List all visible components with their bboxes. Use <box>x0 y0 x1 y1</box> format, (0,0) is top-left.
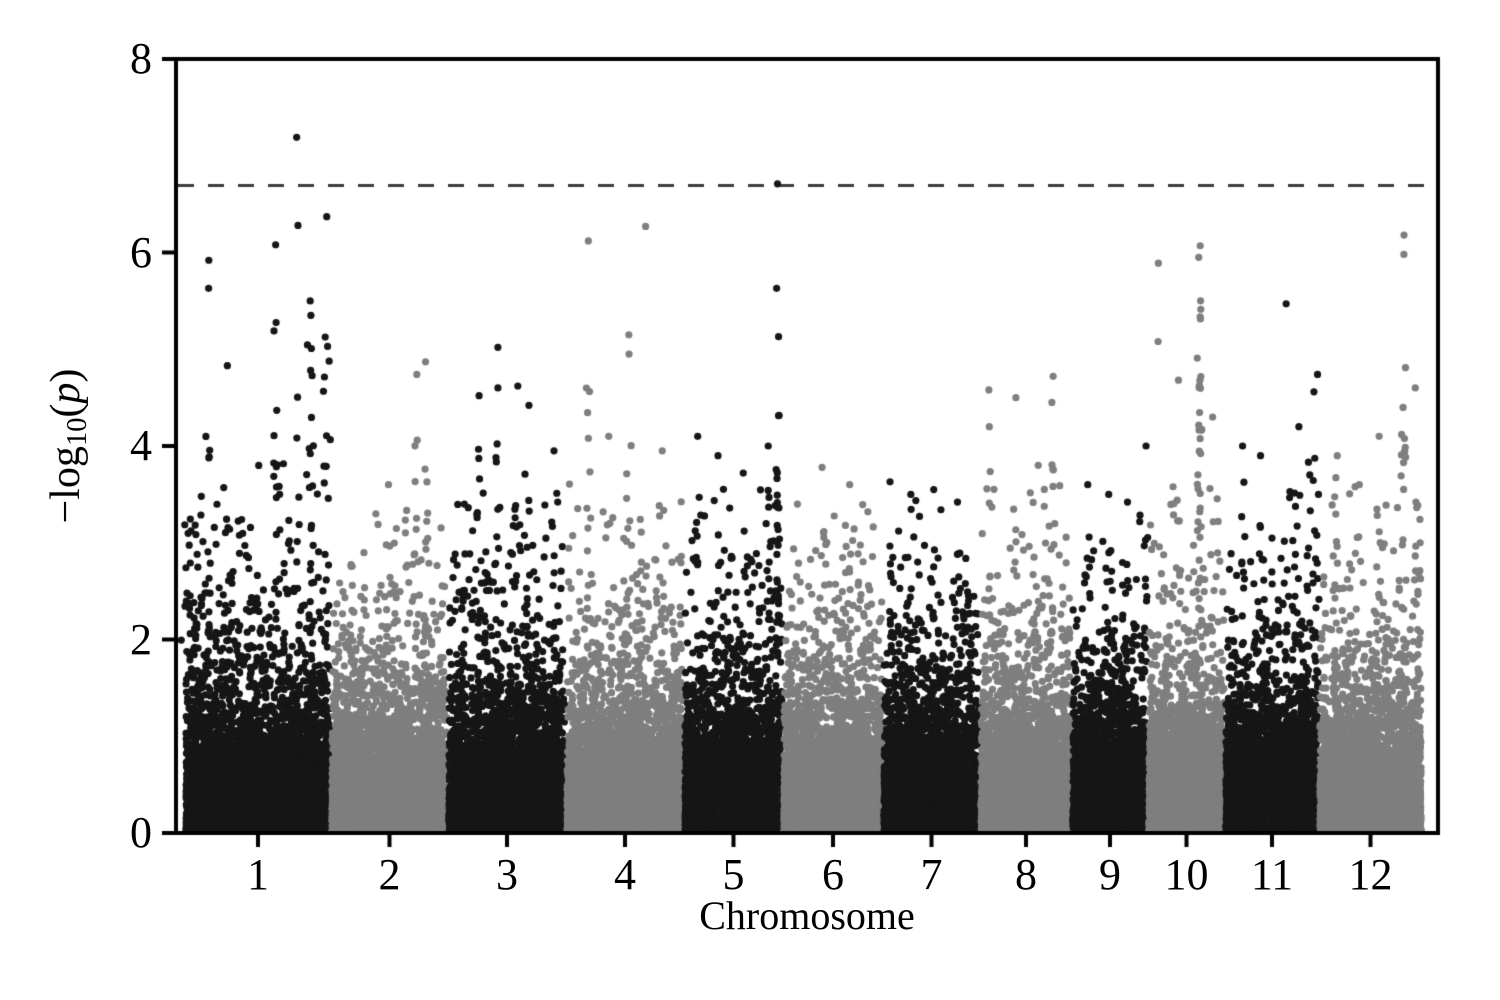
y-axis-title-variable: p <box>42 382 89 404</box>
x-tick-label-chr1: 1 <box>247 850 269 899</box>
x-tick-label-chr6: 6 <box>822 850 844 899</box>
x-axis-title: Chromosome <box>699 893 915 938</box>
y-tick-label-4: 4 <box>130 421 152 470</box>
x-tick-label-chr11: 11 <box>1250 850 1294 899</box>
y-axis-title-close-paren: ) <box>42 368 89 383</box>
x-tick-label-chr2: 2 <box>378 850 401 899</box>
y-tick-label-6: 6 <box>130 227 152 277</box>
y-axis-title-open-paren: ( <box>42 403 89 418</box>
x-tick-label-chr8: 8 <box>1015 850 1037 899</box>
y-tick-label-0: 0 <box>130 808 152 857</box>
x-tick-label-chr5: 5 <box>722 850 745 899</box>
y-tick-label-2: 2 <box>130 614 152 664</box>
x-tick-label-chr10: 10 <box>1164 850 1209 899</box>
x-tick-label-chr3: 3 <box>496 850 518 899</box>
x-tick-label-chr4: 4 <box>614 850 636 899</box>
x-tick-label-chr12: 12 <box>1348 850 1393 899</box>
y-tick-label-8: 8 <box>130 34 152 83</box>
x-tick-label-chr9: 9 <box>1099 850 1121 899</box>
x-tick-label-chr7: 7 <box>920 850 943 899</box>
